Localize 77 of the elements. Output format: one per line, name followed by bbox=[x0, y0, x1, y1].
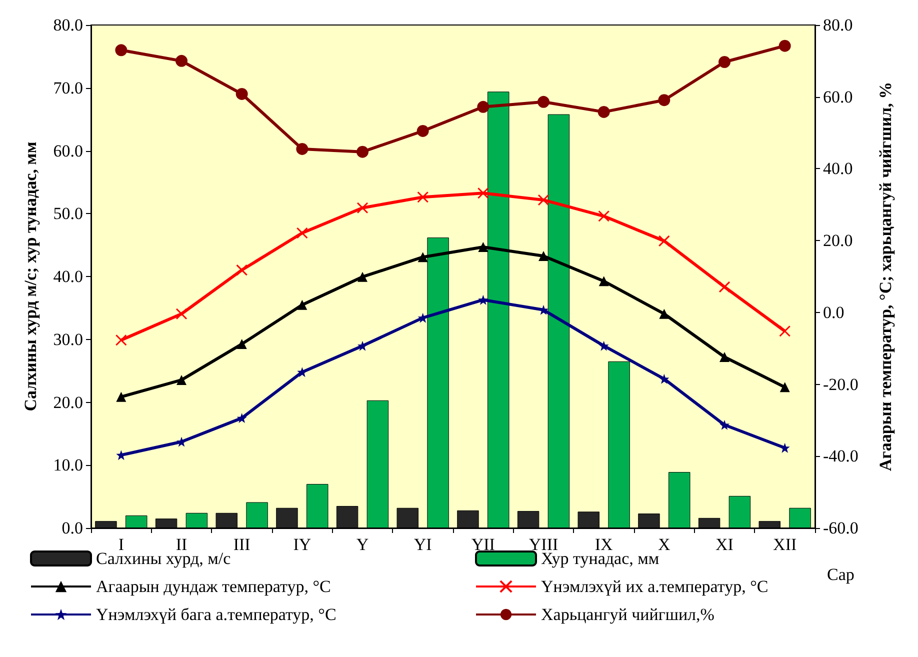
legend-label: Агаарын дундаж температур, °С bbox=[96, 577, 331, 596]
y2-tick-label: -20.0 bbox=[823, 374, 858, 394]
point bbox=[720, 420, 730, 430]
point bbox=[598, 276, 609, 286]
y2-tick-label: 80.0 bbox=[823, 16, 853, 34]
point bbox=[358, 272, 368, 282]
y-tick-label: 30.0 bbox=[53, 330, 83, 349]
point bbox=[780, 382, 790, 392]
y2-tick-label: 0.0 bbox=[823, 302, 844, 322]
point bbox=[538, 96, 550, 108]
point bbox=[176, 54, 188, 67]
point bbox=[538, 194, 550, 206]
y-tick-label: 0.0 bbox=[62, 518, 83, 538]
y2-axis-title: Агаарын температур, °С; харьцангуй чийгшил, % bbox=[876, 82, 895, 472]
x-tick-label: Y bbox=[356, 535, 369, 554]
point bbox=[658, 235, 670, 247]
y-tick-label: 80.0 bbox=[53, 16, 83, 34]
y-axis-title: Салхины хурд м/с; хур тунадас, мм bbox=[21, 141, 40, 412]
x-axis-title: Сар bbox=[827, 565, 854, 584]
point bbox=[176, 374, 186, 385]
point bbox=[538, 304, 548, 315]
point bbox=[116, 392, 126, 402]
point bbox=[236, 413, 247, 424]
point bbox=[176, 308, 188, 320]
x-tick-label: YII bbox=[471, 535, 496, 554]
point bbox=[416, 124, 429, 137]
x-tick-label: XI bbox=[716, 535, 734, 554]
point bbox=[236, 339, 247, 350]
x-tick-label: YI bbox=[414, 535, 432, 554]
point bbox=[477, 187, 489, 199]
y2-tick-label: 20.0 bbox=[823, 231, 853, 250]
point bbox=[115, 334, 127, 346]
point bbox=[778, 40, 791, 52]
point bbox=[538, 251, 548, 262]
point bbox=[478, 294, 488, 305]
point bbox=[418, 252, 428, 262]
point bbox=[659, 374, 670, 384]
legend-label: Үнэмлэхүй бага а.температур, °С bbox=[96, 605, 336, 624]
point bbox=[296, 227, 308, 239]
y-tick-label: 40.0 bbox=[53, 267, 83, 286]
y-tick-label: 70.0 bbox=[53, 78, 83, 98]
y2-tick-label: 60.0 bbox=[823, 87, 853, 106]
legend-label: Үнэмлэхүй их а.температур, °С bbox=[541, 577, 768, 596]
legend-label: Харьцангуй чийгшил,% bbox=[541, 605, 714, 624]
point bbox=[598, 210, 610, 222]
point bbox=[598, 106, 610, 118]
point bbox=[477, 100, 490, 113]
point bbox=[356, 202, 368, 214]
point bbox=[417, 191, 429, 203]
point bbox=[236, 88, 248, 100]
y-tick-label: 20.0 bbox=[53, 392, 83, 412]
x-tick-label: XII bbox=[773, 535, 797, 554]
y2-tick-label: -60.0 bbox=[823, 518, 858, 538]
point bbox=[296, 142, 308, 155]
point bbox=[720, 352, 730, 362]
x-tick-label: III bbox=[233, 535, 251, 554]
point bbox=[659, 308, 670, 319]
point bbox=[658, 94, 670, 106]
y2-tick-label: -40.0 bbox=[823, 446, 858, 466]
point bbox=[297, 367, 308, 378]
y2-tick-label: 40.0 bbox=[823, 159, 853, 178]
point bbox=[356, 146, 368, 158]
point bbox=[718, 281, 730, 293]
point bbox=[297, 300, 308, 310]
point bbox=[598, 340, 609, 351]
y-tick-label: 50.0 bbox=[53, 204, 83, 224]
y-tick-label: 60.0 bbox=[53, 141, 83, 160]
point bbox=[236, 264, 248, 276]
point bbox=[779, 325, 791, 337]
point bbox=[718, 56, 730, 68]
x-tick-label: X bbox=[658, 535, 670, 554]
point bbox=[176, 436, 186, 447]
x-tick-label: IY bbox=[293, 535, 312, 554]
point bbox=[358, 340, 368, 351]
point bbox=[115, 44, 128, 56]
point bbox=[478, 242, 488, 252]
y-tick-label: 10.0 bbox=[53, 456, 83, 475]
